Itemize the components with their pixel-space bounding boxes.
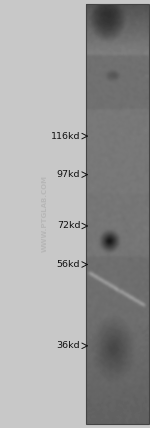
Bar: [86, 4, 148, 424]
Text: WWW.PTGLAB.COM: WWW.PTGLAB.COM: [42, 175, 48, 253]
Text: 56kd: 56kd: [57, 260, 80, 269]
Text: 97kd: 97kd: [57, 170, 80, 179]
Text: 72kd: 72kd: [57, 221, 80, 231]
Text: 36kd: 36kd: [57, 341, 80, 351]
Text: 116kd: 116kd: [51, 131, 80, 141]
